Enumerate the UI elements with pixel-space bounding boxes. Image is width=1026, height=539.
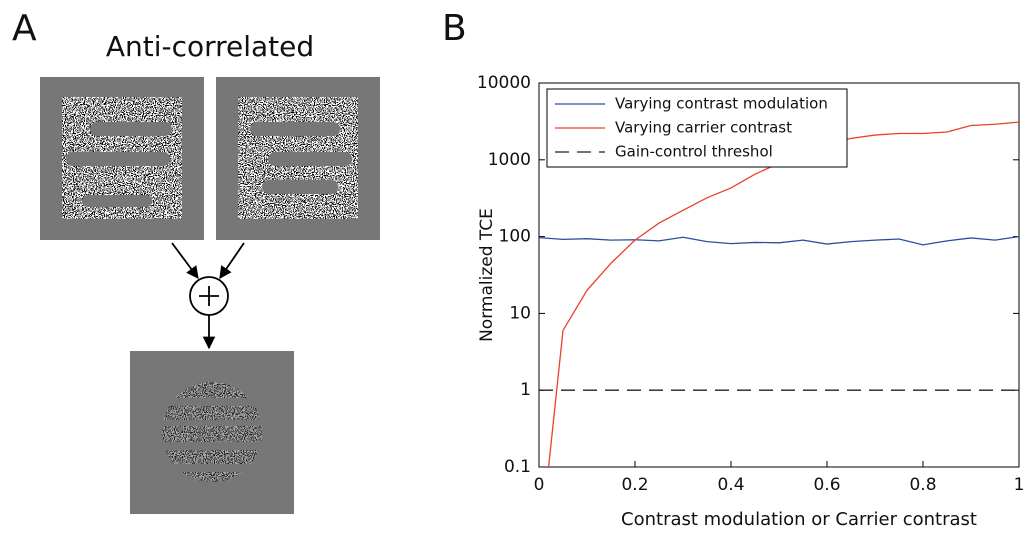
legend-label: Varying carrier contrast (615, 119, 792, 137)
series-line (547, 121, 1019, 467)
y-tick-label: 10000 (477, 73, 531, 93)
y-axis-label: Normalized TCE (477, 208, 497, 342)
series-line (539, 235, 1019, 246)
legend-label: Gain-control threshol (615, 143, 773, 161)
y-tick-label: 0.1 (504, 457, 531, 477)
y-tick-label: 1 (520, 380, 531, 400)
y-tick-label: 1000 (488, 150, 531, 170)
x-axis-label: Contrast modulation or Carrier contrast (621, 509, 977, 530)
plot-frame (538, 82, 1020, 468)
y-tick-label: 10 (509, 303, 531, 323)
x-tick-label: 0.6 (813, 475, 840, 495)
stimulus-left (40, 77, 204, 240)
panel-title: Anti-correlated (106, 30, 314, 63)
combiner (171, 242, 245, 350)
stimulus-right (216, 77, 380, 240)
legend-label: Varying contrast modulation (615, 95, 828, 113)
panel-label: B (442, 8, 467, 49)
series-group (539, 121, 1019, 467)
x-tick-label: 0.4 (717, 475, 744, 495)
x-tick-label: 0 (534, 475, 545, 495)
stimulus-result (130, 351, 294, 514)
y-tick-label: 100 (499, 227, 531, 247)
x-tick-label: 0.8 (909, 475, 936, 495)
x-tick-label: 0.2 (621, 475, 648, 495)
panel-label: A (12, 8, 37, 49)
x-tick-label: 1 (1014, 475, 1025, 495)
